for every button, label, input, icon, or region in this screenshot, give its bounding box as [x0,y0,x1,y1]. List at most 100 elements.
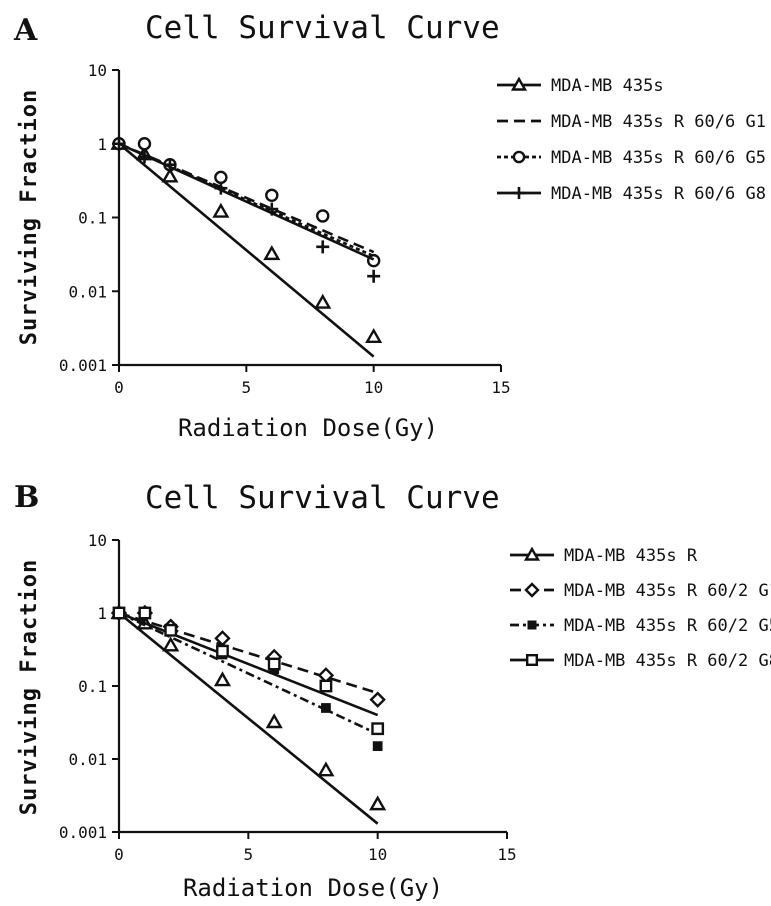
data-point [213,671,232,687]
y-tick-label: 10 [88,531,107,550]
data-point [371,722,385,736]
panel-letter: A [13,13,38,48]
x-tick-label: 5 [242,378,252,397]
data-point [369,795,387,811]
data-point [319,679,333,693]
panel-a: A Cell Survival Curve Surviving Fraction… [13,10,766,442]
series-1 [110,604,387,825]
data-point [216,644,229,658]
series-2 [118,142,375,254]
data-point [372,741,383,752]
series-1 [110,134,383,358]
data-point [214,170,228,185]
fit-line [118,142,375,254]
y-tick-label: 10 [88,61,107,80]
data-point [265,202,279,216]
panel-letter: B [14,480,39,515]
data-point [365,328,383,344]
legend-marker [513,187,525,199]
y-tick-label: 0.001 [59,823,107,842]
series-3 [114,608,383,752]
legend: MDA-MB 435s MDA-MB 435s R 60/6 G1 MDA-MB 4… [497,76,766,204]
legend-label: MDA-MB 435s [551,76,664,96]
legend: MDA-MB 435s R MDA-MB 435s R 60/2 G1 MDA-MB… [510,546,771,671]
legend-marker [512,150,526,164]
legend-item: MDA-MB 435s R [510,546,698,566]
y-tick-label: 0.01 [68,282,107,301]
x-tick-label: 15 [491,378,510,397]
legend-label: MDA-MB 435s R 60/6 G1 [551,112,766,132]
y-tick-label: 0.1 [78,209,107,228]
data-point [369,691,386,708]
y-axis-label: Surviving Fraction [17,89,42,345]
panel-b: B Cell Survival Curve Surviving Fraction… [14,480,771,902]
data-point [163,158,177,172]
legend-label: MDA-MB 435s R 60/6 G8 [551,184,766,204]
data-point [112,606,126,620]
y-tick-label: 1 [97,135,107,154]
data-point [316,240,330,254]
plot-area: 0.001 0.01 0.1 1 10 0 5 10 15 [59,531,517,864]
legend-label: MDA-MB 435s R 60/2 G8 [564,651,771,671]
chart-title: Cell Survival Curve [145,10,500,46]
data-point [214,181,228,195]
data-point [212,202,230,218]
fit-line [118,142,375,258]
chart-title: Cell Survival Curve [145,480,500,516]
x-tick-label: 10 [368,845,387,864]
data-point [367,269,381,283]
data-point [164,623,178,637]
legend-marker [523,546,541,561]
y-tick-label: 1 [97,604,107,623]
data-point [162,636,180,652]
x-tick-label: 10 [364,378,383,397]
data-point [161,167,179,183]
data-point [321,703,331,713]
legend-item: MDA-MB 435s R 60/6 G5 [497,148,766,168]
y-tick-label: 0.01 [68,750,107,769]
x-tick-label: 0 [114,845,124,864]
legend-marker [524,582,540,598]
legend-marker [526,654,539,667]
x-tick-label: 5 [244,845,254,864]
legend-item: MDA-MB 435s [497,76,664,96]
data-point [265,188,279,203]
legend-label: MDA-MB 435s R 60/2 G5 [564,616,771,636]
data-point [314,293,332,309]
series-4 [112,137,381,283]
y-tick-label: 0.001 [59,356,107,375]
legend-label: MDA-MB 435s R 60/6 G5 [551,148,766,168]
legend-label: MDA-MB 435s R [564,546,698,566]
legend-item: MDA-MB 435s R 60/2 G5 [510,616,771,636]
series-2 [110,604,386,708]
legend-item: MDA-MB 435s R 60/2 G8 [510,651,771,671]
plot-area: 0.001 0.01 0.1 1 10 0 5 10 15 [59,61,511,397]
x-axis-label: Radiation Dose(Gy) [178,414,438,442]
data-point [138,606,152,620]
legend-marker [527,620,537,630]
legend-item: MDA-MB 435s R 60/2 G1 [510,581,771,601]
data-point [317,761,335,777]
fit-line [118,142,375,261]
x-axis-label: Radiation Dose(Gy) [183,874,443,902]
x-tick-label: 15 [497,845,516,864]
legend-item: MDA-MB 435s R 60/6 G8 [497,184,766,204]
data-point [137,137,152,151]
series-4 [112,606,385,736]
fit-line [118,611,379,695]
fit-line [118,611,379,736]
y-axis-label: Surviving Fraction [17,559,42,815]
data-point [263,245,281,261]
x-tick-label: 0 [114,378,124,397]
legend-marker [510,76,528,91]
y-tick-label: 0.1 [78,677,107,696]
fit-line [118,611,379,717]
data-point [267,657,281,671]
fit-line [118,611,379,825]
data-point [265,713,283,729]
legend-label: MDA-MB 435s R 60/2 G1 [564,581,771,601]
data-point [137,150,151,164]
fit-line [118,142,375,358]
data-point [112,137,126,151]
